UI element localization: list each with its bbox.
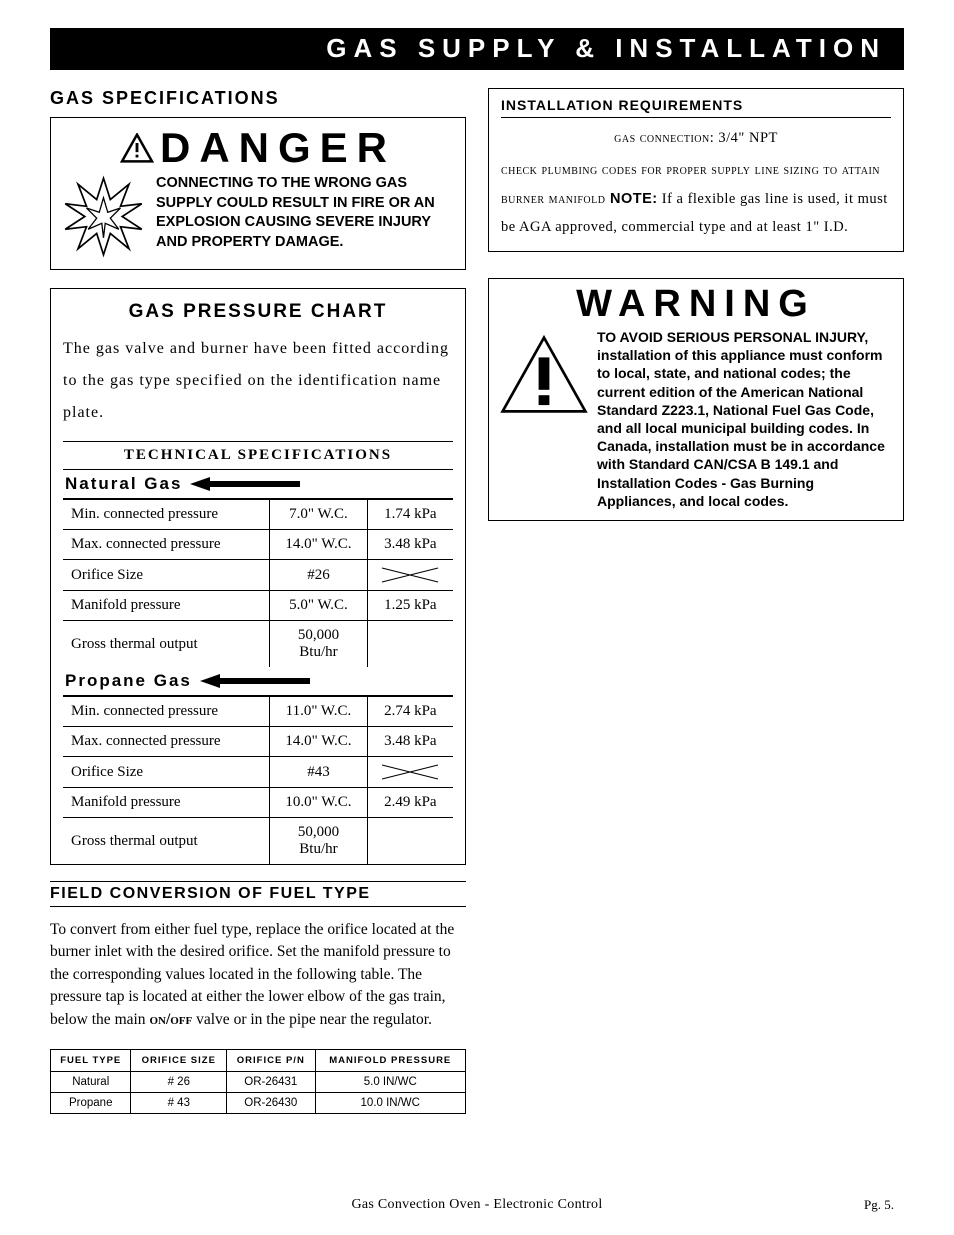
spec-val-a: #43: [270, 757, 368, 788]
spec-val-b: 3.48 kPa: [367, 530, 453, 560]
spec-val-b: [367, 560, 453, 591]
warning-text: TO AVOID SERIOUS PERSONAL INJURY, instal…: [597, 328, 893, 510]
spec-key: Gross thermal output: [63, 818, 270, 865]
spec-val-b: 1.74 kPa: [367, 500, 453, 530]
spec-key: Max. connected pressure: [63, 727, 270, 757]
spec-val-b: [367, 818, 453, 865]
conversion-table: FUEL TYPEORIFICE SIZEORIFICE P/NMANIFOLD…: [50, 1049, 466, 1114]
gas-specifications-title: GAS SPECIFICATIONS: [50, 88, 466, 109]
conv-cell: OR-26430: [227, 1093, 315, 1114]
warning-triangle-icon: [120, 133, 154, 163]
spec-val-a: 10.0" W.C.: [270, 788, 368, 818]
spec-key: Manifold pressure: [63, 788, 270, 818]
field-conversion-text: To convert from either fuel type, replac…: [50, 919, 466, 1031]
tech-spec-label: TECHNICAL SPECIFICATIONS: [63, 441, 453, 469]
arrow-left-icon: [200, 674, 310, 688]
conv-cell: 5.0 IN/WC: [315, 1072, 465, 1093]
chart-title: GAS PRESSURE CHART: [63, 301, 453, 323]
spec-val-a: 7.0" W.C.: [270, 500, 368, 530]
spec-val-a: 5.0" W.C.: [270, 591, 368, 621]
natural-gas-table: Min. connected pressure7.0" W.C.1.74 kPa…: [63, 499, 453, 667]
left-column: GAS SPECIFICATIONS DANGER CONNECTING TO …: [50, 88, 466, 1114]
danger-word: DANGER: [160, 124, 396, 172]
conv-header: ORIFICE SIZE: [131, 1050, 227, 1072]
right-column: INSTALLATION REQUIREMENTS gas connection…: [488, 88, 904, 1114]
spec-key: Min. connected pressure: [63, 697, 270, 727]
spec-val-a: #26: [270, 560, 368, 591]
spec-val-a: 50,000 Btu/hr: [270, 818, 368, 865]
page-number: Pg. 5.: [864, 1197, 894, 1213]
installation-requirements-box: INSTALLATION REQUIREMENTS gas connection…: [488, 88, 904, 252]
arrow-left-icon: [190, 477, 300, 491]
warning-exclamation-icon: [499, 334, 589, 415]
gas-pressure-chart-box: GAS PRESSURE CHART The gas valve and bur…: [50, 288, 466, 865]
spec-val-a: 11.0" W.C.: [270, 697, 368, 727]
install-note: NOTE:: [605, 191, 657, 207]
conv-cell: 10.0 IN/WC: [315, 1093, 465, 1114]
spec-key: Min. connected pressure: [63, 500, 270, 530]
natural-gas-label: Natural Gas: [65, 474, 182, 494]
conv-header: FUEL TYPE: [51, 1050, 131, 1072]
conv-header: MANIFOLD PRESSURE: [315, 1050, 465, 1072]
footer-text: Gas Convection Oven - Electronic Control: [0, 1197, 954, 1213]
spec-key: Orifice Size: [63, 560, 270, 591]
conv-cell: OR-26431: [227, 1072, 315, 1093]
spec-val-a: 14.0" W.C.: [270, 530, 368, 560]
spec-key: Manifold pressure: [63, 591, 270, 621]
spec-val-b: 2.74 kPa: [367, 697, 453, 727]
conv-cell: Natural: [51, 1072, 131, 1093]
spec-key: Gross thermal output: [63, 621, 270, 668]
warning-box: WARNING TO AVOID SERIOUS PERSONAL INJURY…: [488, 278, 904, 521]
danger-text: CONNECTING TO THE WRONG GAS SUPPLY COULD…: [156, 174, 455, 252]
conv-cell: # 43: [131, 1093, 227, 1114]
spec-val-b: [367, 757, 453, 788]
gas-connection-line: gas connection: 3/4" NPT: [501, 124, 891, 152]
spec-val-b: 1.25 kPa: [367, 591, 453, 621]
warning-word: WARNING: [499, 283, 893, 326]
spec-val-b: 2.49 kPa: [367, 788, 453, 818]
spec-val-b: [367, 621, 453, 668]
spec-key: Orifice Size: [63, 757, 270, 788]
danger-box: DANGER CONNECTING TO THE WRONG GAS SUPPL…: [50, 117, 466, 270]
propane-gas-header: Propane Gas: [63, 667, 453, 696]
spec-key: Max. connected pressure: [63, 530, 270, 560]
conv-cell: Propane: [51, 1093, 131, 1114]
spec-val-a: 14.0" W.C.: [270, 727, 368, 757]
spec-val-a: 50,000 Btu/hr: [270, 621, 368, 668]
field-conversion-title: FIELD CONVERSION OF FUEL TYPE: [50, 881, 466, 907]
conv-header: ORIFICE P/N: [227, 1050, 315, 1072]
natural-gas-header: Natural Gas: [63, 469, 453, 499]
spec-val-b: 3.48 kPa: [367, 727, 453, 757]
conv-cell: # 26: [131, 1072, 227, 1093]
explosion-icon: [61, 174, 146, 259]
install-title: INSTALLATION REQUIREMENTS: [501, 97, 891, 118]
propane-gas-label: Propane Gas: [65, 671, 192, 691]
page-header: GAS SUPPLY & INSTALLATION: [50, 28, 904, 70]
propane-gas-table: Min. connected pressure11.0" W.C.2.74 kP…: [63, 696, 453, 864]
chart-intro: The gas valve and burner have been fitte…: [63, 333, 453, 429]
